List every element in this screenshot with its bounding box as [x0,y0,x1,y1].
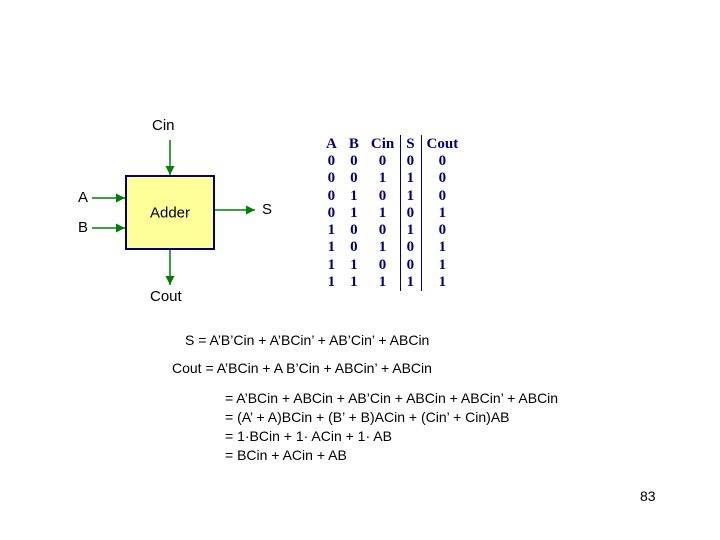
equation-s: S = A’B’Cin + A’BCin’ + AB’Cin’ + ABCin [185,331,429,350]
equation-line: = BCin + ACin + AB [225,446,558,465]
table-header: Cin [365,135,400,153]
cin-label: Cin [152,117,175,134]
adder-label: Adder [150,204,190,221]
table-header: B [343,135,365,153]
equation-cout: Cout = A’BCin + A B’Cin + ABCin’ + ABCin [172,359,432,378]
table-row: 10101 [320,239,464,256]
table-row: 01010 [320,188,464,205]
equation-line: = A’BCin + ABCin + AB’Cin + ABCin + ABCi… [225,389,558,408]
table-row: 00110 [320,170,464,187]
page-number: 83 [640,488,656,504]
table-row: 11111 [320,274,464,291]
cout-label: Cout [150,288,182,305]
truth-table: ABCinSCout000000011001010011011001010101… [320,135,464,291]
table-header: S [400,135,420,153]
table-header: A [320,135,343,153]
table-row: 10010 [320,222,464,239]
table-row: 11001 [320,257,464,274]
adder-block: Adder [125,175,215,250]
s-label: S [262,201,272,218]
equation-derivation: = A’BCin + ABCin + AB’Cin + ABCin + ABCi… [225,389,558,465]
equation-line: = 1·BCin + 1· ACin + 1· AB [225,427,558,446]
b-label: B [78,219,88,236]
equation-line: = (A’ + A)BCin + (B’ + B)ACin + (Cin’ + … [225,408,558,427]
table-header: Cout [421,135,465,153]
table-row: 00000 [320,153,464,170]
a-label: A [78,189,88,206]
table-row: 01101 [320,205,464,222]
